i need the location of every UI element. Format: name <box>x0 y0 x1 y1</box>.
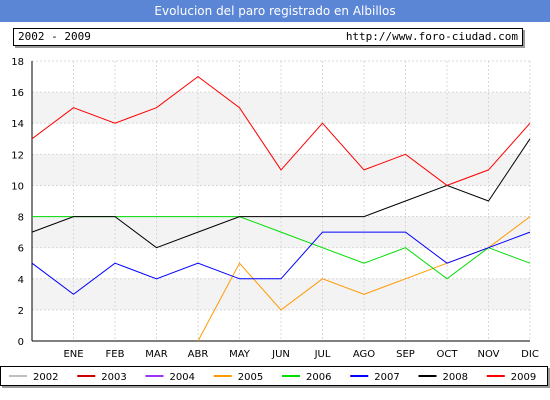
year-range: 2002 - 2009 <box>18 30 91 43</box>
info-box: 2002 - 2009 http://www.foro-ciudad.com <box>13 28 523 46</box>
axes <box>31 61 530 342</box>
y-tick-label: 0 <box>18 337 24 348</box>
y-tick-label: 10 <box>11 181 24 192</box>
y-tick-label: 6 <box>18 244 24 255</box>
chart-title: Evolucion del paro registrado en Albillo… <box>0 0 550 22</box>
x-tick-label: ENE <box>63 349 83 360</box>
y-tick-label: 18 <box>11 57 24 68</box>
legend: 2002 2003 2004 2005 2006 2007 2008 2009 <box>0 366 548 386</box>
x-tick-label: JUN <box>271 349 290 360</box>
legend-label-2007: 2007 <box>374 372 399 383</box>
x-tick-label: OCT <box>437 349 459 360</box>
x-tick-label: ABR <box>188 349 209 360</box>
y-tick-label: 12 <box>11 150 24 161</box>
series-lines <box>31 75 531 342</box>
x-tick-label: SEP <box>396 349 415 360</box>
y-tick-labels: 0 2 4 6 8 10 12 14 16 18 <box>11 57 24 348</box>
y-tick-label: 16 <box>11 88 24 99</box>
series-line-2009 <box>31 75 531 186</box>
y-tick-label: 2 <box>18 306 24 317</box>
legend-label-2004: 2004 <box>170 372 195 383</box>
legend-label-2005: 2005 <box>238 372 263 383</box>
x-tick-label: DIC <box>521 349 539 360</box>
y-tick-label: 14 <box>11 119 24 130</box>
x-tick-label: MAY <box>229 349 251 360</box>
x-tick-label: AGO <box>353 349 375 360</box>
legend-items: 2002 2003 2004 2005 2006 2007 2008 2009 <box>9 372 536 383</box>
y-tick-label: 4 <box>18 275 24 286</box>
legend-label-2008: 2008 <box>443 372 468 383</box>
legend-label-2009: 2009 <box>511 372 536 383</box>
legend-label-2002: 2002 <box>33 372 58 383</box>
legend-label-2006: 2006 <box>306 372 331 383</box>
x-tick-label: FEB <box>106 349 125 360</box>
x-tick-labels: ENE FEB MAR ABR MAY JUN JUL AGO SEP OCT NOV DIC <box>63 349 538 360</box>
x-tick-label: MAR <box>145 349 167 360</box>
x-tick-label: JUL <box>314 349 331 360</box>
source-url: http://www.foro-ciudad.com <box>345 30 518 43</box>
series-line-2007 <box>31 231 531 295</box>
x-tick-label: NOV <box>477 349 499 360</box>
y-tick-label: 8 <box>18 213 24 224</box>
legend-label-2003: 2003 <box>101 372 126 383</box>
